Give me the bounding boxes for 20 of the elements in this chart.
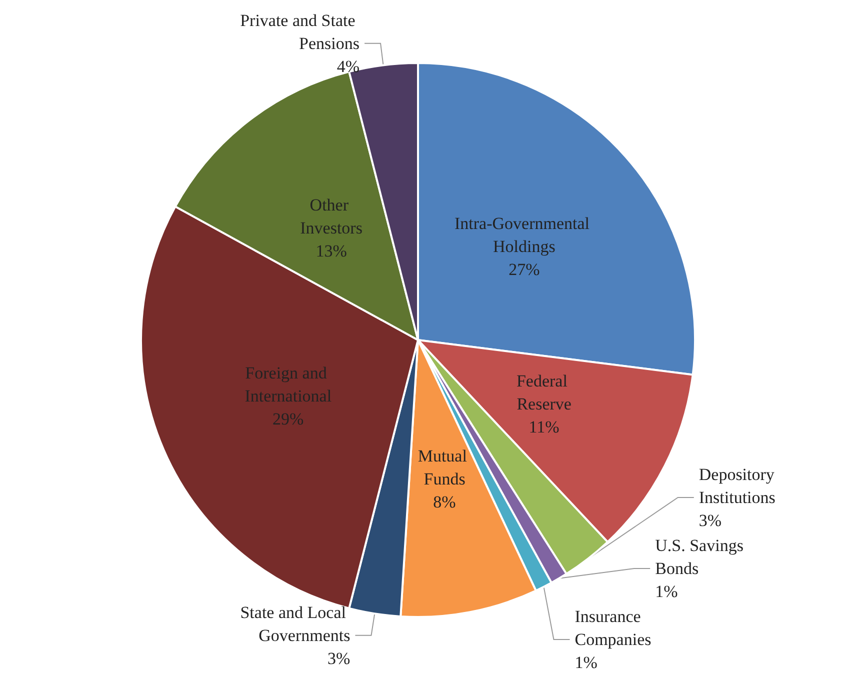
data-label: 3% xyxy=(698,511,722,530)
slice-label: Other Investors xyxy=(300,196,362,238)
slice-label: Depository Institutions xyxy=(698,465,779,507)
data-label: 1% xyxy=(574,653,598,672)
data-label: 29% xyxy=(272,410,304,429)
data-label: 11% xyxy=(528,418,560,437)
slice-label: Federal Reserve xyxy=(516,372,572,414)
data-label: 13% xyxy=(316,242,347,261)
slice-label: Foreign and International xyxy=(244,364,332,406)
data-label: 4% xyxy=(336,56,360,76)
data-label: 3% xyxy=(328,648,350,668)
data-label: 27% xyxy=(508,260,540,279)
data-label: 1% xyxy=(655,582,678,601)
slice-label: Mutual Funds xyxy=(418,446,472,488)
slice-label: Private and State Pensions xyxy=(240,10,360,53)
slice-label: State and Local Governments xyxy=(240,602,350,645)
slice-label: U.S. Savings Bonds xyxy=(655,536,748,578)
data-label: 8% xyxy=(433,492,456,512)
slice-label: Insurance Companies xyxy=(574,607,652,649)
slice-label: Intra-Governmental Holdings xyxy=(454,214,594,256)
